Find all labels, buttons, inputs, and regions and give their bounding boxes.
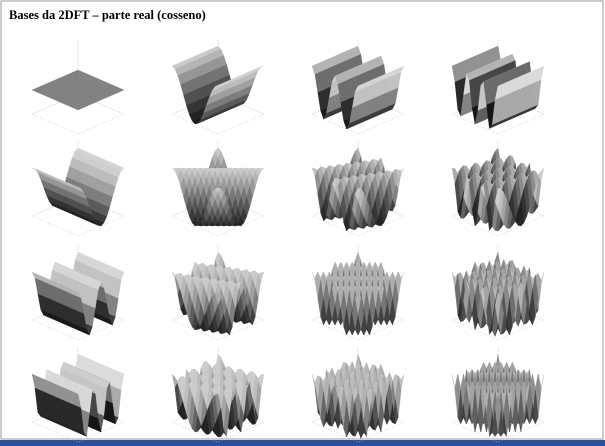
surface-plot bbox=[311, 38, 405, 135]
slide-title: Bases da 2DFT – parte real (cosseno) bbox=[7, 8, 208, 23]
surface-cell bbox=[354, 187, 362, 201]
surface-cell bbox=[75, 186, 81, 189]
surface-plot bbox=[451, 38, 545, 135]
surface-cell bbox=[494, 187, 502, 210]
surface-plot bbox=[31, 244, 125, 341]
bottom-bar bbox=[0, 440, 605, 446]
surface-cell bbox=[494, 84, 502, 100]
surface-cell bbox=[74, 107, 82, 111]
surface-cell bbox=[354, 84, 362, 93]
surface-plot bbox=[171, 38, 265, 135]
surface-plot bbox=[31, 140, 125, 237]
plot-grid bbox=[31, 38, 545, 443]
surface-plot bbox=[31, 38, 125, 135]
surface-plot bbox=[311, 140, 405, 237]
surface-plot bbox=[171, 140, 265, 237]
surface-cell bbox=[214, 187, 222, 193]
surface-plot bbox=[451, 140, 545, 237]
surface-cell bbox=[215, 84, 221, 87]
